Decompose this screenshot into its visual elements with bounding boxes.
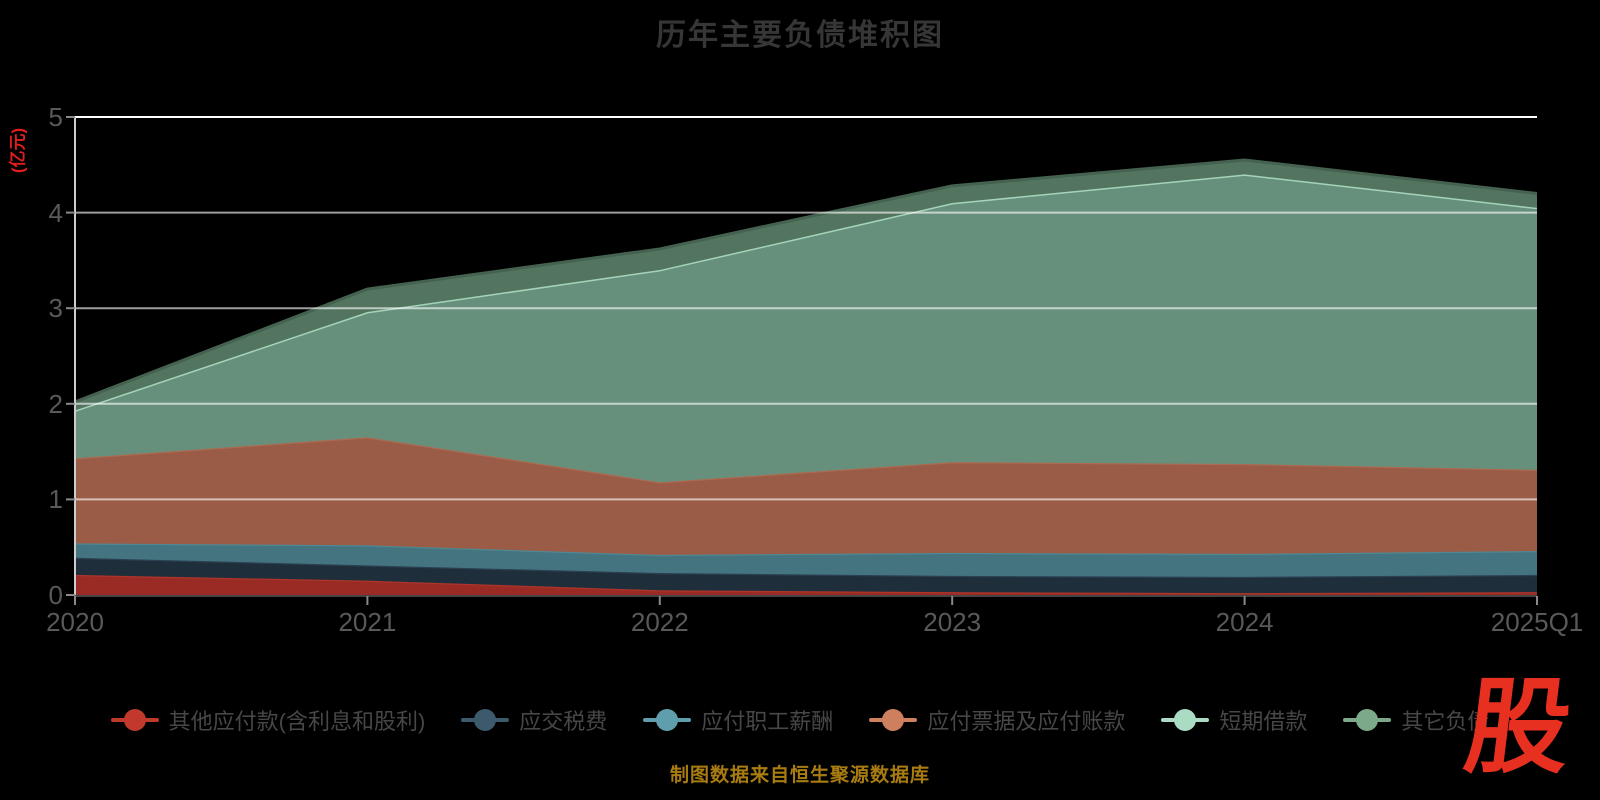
legend-item-0[interactable]: 其他应付款(含利息和股利) xyxy=(110,704,426,736)
area-series-4 xyxy=(75,174,1537,483)
line-series-4 xyxy=(74,172,1538,412)
legend-item-2[interactable]: 应付职工薪酬 xyxy=(643,704,833,736)
legend-marker-dot xyxy=(1174,709,1197,731)
legend-label: 应付职工薪酬 xyxy=(701,709,834,734)
x-tick-label-2023: 2023 xyxy=(923,607,982,637)
legend-marker-dot xyxy=(1356,709,1379,731)
y-tick-label-1: 1 xyxy=(48,484,63,515)
y-tick-label-5: 5 xyxy=(48,102,63,132)
legend-marker-dot xyxy=(123,709,146,731)
area-series-5 xyxy=(75,160,1537,411)
legend-item-5[interactable]: 其它负债 xyxy=(1343,704,1489,736)
legend-marker-icon xyxy=(1161,709,1210,731)
legend-marker-dot xyxy=(656,709,679,731)
area-series-3 xyxy=(75,437,1537,555)
y-tick-label-0: 0 xyxy=(48,580,63,610)
legend-marker-icon xyxy=(110,709,159,731)
x-tick-label-2021: 2021 xyxy=(338,607,397,637)
legend-marker-dot xyxy=(882,709,905,731)
legend-marker-icon xyxy=(643,709,692,731)
legend-label: 短期借款 xyxy=(1219,709,1308,734)
x-tick-label-2020: 2020 xyxy=(46,607,104,637)
y-tick-label-3: 3 xyxy=(48,293,63,324)
y-tick-label-4: 4 xyxy=(48,197,63,228)
legend-marker-icon xyxy=(869,709,918,731)
x-tick-label-2022: 2022 xyxy=(630,607,689,637)
line-series-0 xyxy=(74,573,1538,595)
legend-marker-icon xyxy=(1343,709,1392,731)
legend-item-3[interactable]: 应付票据及应付账款 xyxy=(869,704,1125,736)
legend-item-1[interactable]: 应交税费 xyxy=(461,704,607,736)
logo-gu-mark: 股 xyxy=(1458,670,1578,786)
data-source-caption: 制图数据来自恒生聚源数据库 xyxy=(669,765,930,786)
x-tick-label-2025Q1: 2025Q1 xyxy=(1490,607,1584,637)
chart-legend: 其他应付款(含利息和股利) 应交税费 应付职工薪酬 应付票据及应付账款 短期借款 其它负债 xyxy=(0,698,1600,742)
area-series-2 xyxy=(75,543,1537,577)
legend-item-4[interactable]: 短期借款 xyxy=(1161,704,1307,736)
legend-marker-icon xyxy=(461,709,510,731)
x-tick-label-2024: 2024 xyxy=(1215,607,1274,637)
legend-label: 应付票据及应付账款 xyxy=(927,709,1126,734)
legend-label: 其他应付款(含利息和股利) xyxy=(168,709,426,734)
legend-marker-dot xyxy=(474,709,497,731)
y-tick-label-2: 2 xyxy=(48,388,63,419)
legend-label: 应交税费 xyxy=(519,709,608,734)
area-series-0 xyxy=(75,574,1537,595)
legend-label: 其它负债 xyxy=(1401,709,1490,734)
chart-title: 历年主要负债堆积图 xyxy=(656,19,944,52)
